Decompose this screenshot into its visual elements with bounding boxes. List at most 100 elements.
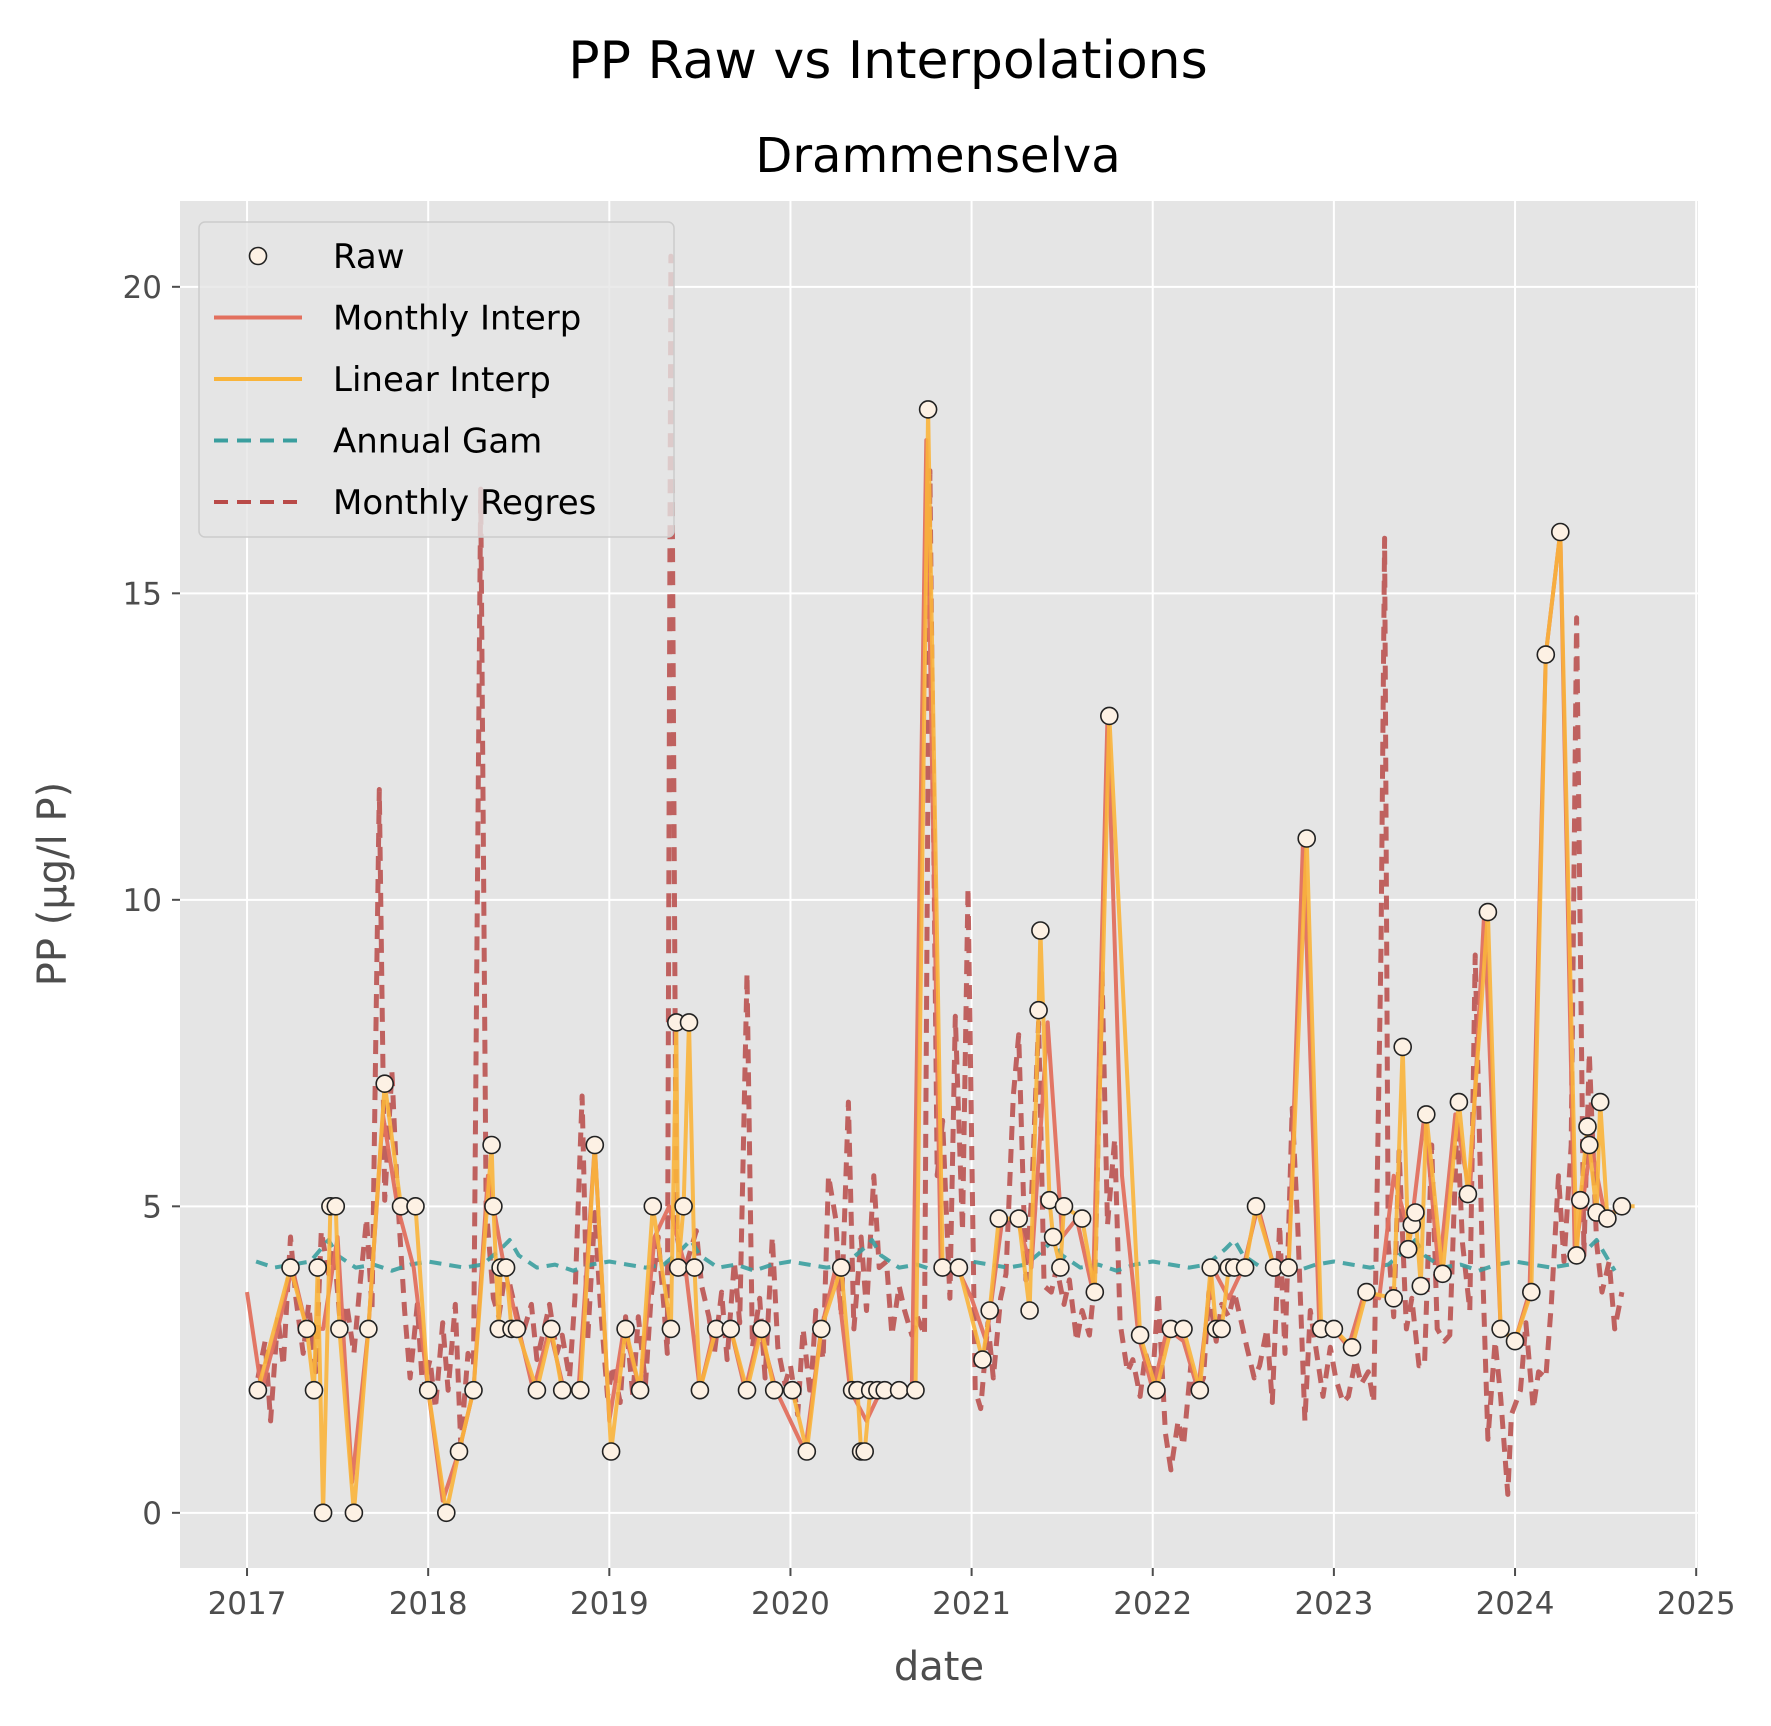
raw-point xyxy=(1029,1000,1048,1020)
raw-point xyxy=(752,1319,771,1339)
legend-label-raw: Raw xyxy=(333,237,405,277)
raw-point xyxy=(248,1380,268,1400)
raw-point xyxy=(541,1319,561,1339)
raw-point xyxy=(630,1380,650,1400)
legend-frame xyxy=(198,221,675,538)
raw-point xyxy=(406,1197,425,1216)
raw-point xyxy=(737,1380,757,1400)
raw-point xyxy=(685,1258,704,1277)
raw-point xyxy=(918,400,938,419)
raw-point xyxy=(1357,1282,1376,1302)
raw-point xyxy=(1342,1338,1362,1357)
raw-point xyxy=(281,1258,300,1277)
x-tick-label: 2024 xyxy=(1476,1586,1555,1622)
legend-label-linear-interp: Linear Interp xyxy=(333,360,551,400)
axis-ticks: 2017 2018 2019 2020 2021 2022 2023 2024 2025 0 5 10… xyxy=(123,270,1736,1622)
legend-label-monthly-interp: Monthly Interp xyxy=(333,299,581,339)
raw-point xyxy=(1417,1105,1436,1124)
raw-point xyxy=(496,1258,516,1277)
x-tick-label: 2021 xyxy=(932,1586,1011,1622)
raw-point xyxy=(721,1319,741,1339)
raw-point xyxy=(661,1319,681,1339)
y-axis-label: PP (µg/l P) xyxy=(30,782,76,986)
raw-point xyxy=(933,1258,952,1277)
raw-point xyxy=(1580,1135,1599,1155)
legend-swatch-raw xyxy=(248,246,268,266)
raw-point xyxy=(1174,1319,1193,1339)
x-tick-label: 2025 xyxy=(1657,1586,1736,1622)
raw-point xyxy=(326,1197,346,1216)
raw-point xyxy=(1491,1319,1510,1339)
raw-point xyxy=(344,1503,364,1523)
raw-point xyxy=(1043,1227,1063,1247)
raw-point xyxy=(449,1442,469,1461)
raw-point xyxy=(674,1197,693,1216)
series-layer xyxy=(245,253,1635,1523)
legend-label-annual-gam: Annual Gam xyxy=(333,422,542,462)
raw-point xyxy=(1536,645,1556,664)
y-tick-label: 20 xyxy=(123,270,162,306)
raw-point xyxy=(1147,1380,1166,1400)
raw-point xyxy=(679,1013,699,1032)
x-tick-label: 2023 xyxy=(1294,1586,1373,1622)
raw-point xyxy=(1458,1184,1478,1204)
raw-point xyxy=(1100,706,1119,726)
x-tick-label: 2020 xyxy=(751,1586,830,1622)
raw-point xyxy=(949,1258,969,1277)
x-axis-label: date xyxy=(894,1644,984,1690)
raw-point xyxy=(1590,1092,1610,1112)
raw-point xyxy=(1522,1282,1541,1302)
x-tick-label: 2017 xyxy=(208,1586,287,1622)
raw-point xyxy=(811,1319,831,1339)
raw-point xyxy=(1085,1282,1105,1302)
legend: Raw Monthly Interp Linear Interp Annual Gam… xyxy=(198,221,675,538)
raw-point xyxy=(1054,1197,1074,1216)
raw-point xyxy=(1235,1258,1255,1277)
raw-point xyxy=(889,1380,909,1400)
raw-point xyxy=(308,1258,328,1277)
y-tick-label: 0 xyxy=(142,1496,162,1532)
raw-point xyxy=(1051,1258,1070,1277)
raw-point xyxy=(855,1442,875,1461)
raw-point xyxy=(507,1319,527,1339)
raw-point xyxy=(1449,1092,1469,1112)
raw-point xyxy=(375,1074,395,1093)
raw-point xyxy=(831,1258,851,1277)
x-tick-label: 2019 xyxy=(570,1586,649,1622)
raw-point xyxy=(464,1380,483,1400)
raw-point xyxy=(1505,1331,1525,1351)
raw-point xyxy=(1551,522,1570,542)
y-tick-label: 15 xyxy=(123,576,162,612)
raw-point xyxy=(1411,1276,1431,1296)
raw-point xyxy=(436,1503,456,1523)
raw-point xyxy=(1398,1239,1418,1259)
raw-point xyxy=(418,1380,438,1400)
raw-point xyxy=(1190,1380,1210,1400)
raw-point xyxy=(980,1301,1000,1320)
raw-point xyxy=(330,1319,349,1339)
raw-point xyxy=(1212,1319,1231,1339)
raw-point xyxy=(797,1442,817,1461)
raw-point xyxy=(601,1442,621,1461)
raw-point xyxy=(1384,1289,1403,1308)
raw-point xyxy=(1598,1209,1617,1228)
raw-point xyxy=(1009,1209,1029,1228)
raw-point xyxy=(1324,1319,1344,1339)
chart-subtitle: Drammenselva xyxy=(755,128,1120,184)
raw-point xyxy=(764,1380,784,1400)
raw-point xyxy=(973,1350,992,1369)
raw-point xyxy=(1478,902,1498,922)
raw-point xyxy=(1433,1264,1452,1284)
raw-point xyxy=(616,1319,635,1339)
raw-point xyxy=(989,1209,1009,1228)
raw-point xyxy=(1130,1325,1150,1345)
raw-point xyxy=(484,1197,503,1216)
y-tick-label: 5 xyxy=(142,1189,162,1225)
legend-label-monthly-regres: Monthly Regres xyxy=(333,483,596,523)
raw-point xyxy=(643,1197,663,1216)
raw-point xyxy=(313,1503,333,1523)
raw-point xyxy=(1393,1037,1412,1057)
raw-point xyxy=(1567,1246,1586,1265)
raw-point xyxy=(359,1319,378,1339)
x-tick-label: 2022 xyxy=(1113,1586,1192,1622)
